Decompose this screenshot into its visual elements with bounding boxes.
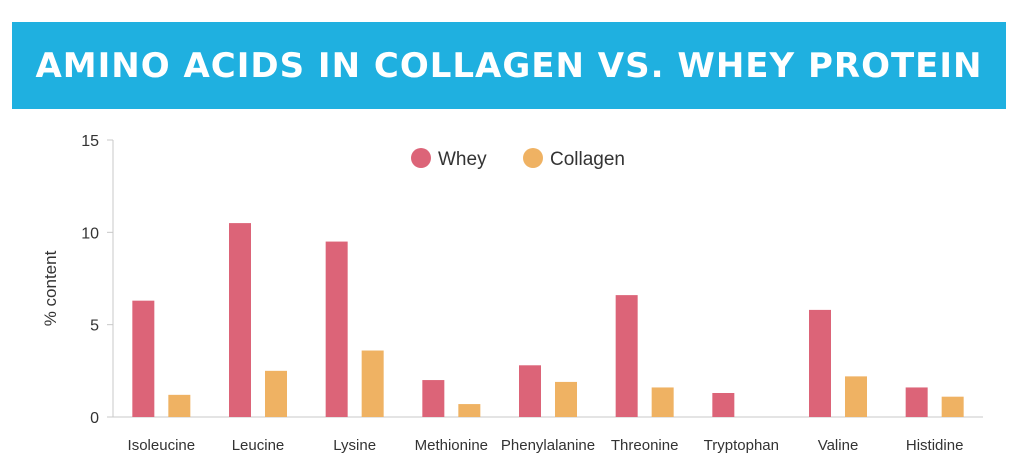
x-tick-label: Methionine (415, 437, 488, 454)
bar-whey-threonine (615, 295, 638, 417)
legend-label-whey: Whey (438, 149, 487, 170)
bar-collagen-valine (845, 376, 867, 417)
y-tick-label: 5 (90, 318, 99, 335)
x-tick-label: Histidine (906, 437, 964, 454)
bar-whey-lysine (325, 241, 348, 417)
bar-whey-tryptophan (712, 392, 735, 417)
x-tick-label: Threonine (611, 437, 679, 454)
x-tick-label: Phenylalanine (501, 437, 595, 454)
bar-collagen-lysine (361, 350, 384, 417)
bar-collagen-isoleucine (168, 394, 191, 417)
bar-whey-histidine (905, 387, 928, 417)
bar-collagen-histidine (941, 396, 964, 417)
y-tick-label: 10 (81, 225, 99, 242)
bar-whey-valine (809, 309, 831, 417)
title-banner: AMINO ACIDS IN COLLAGEN VS. WHEY PROTEIN (12, 22, 1006, 109)
x-tick-label: Lysine (333, 437, 376, 454)
x-tick-label: Isoleucine (128, 437, 196, 454)
y-axis: 0 5 10 15 % content (41, 133, 114, 427)
x-tick-label: Tryptophan (704, 437, 779, 454)
bar-collagen-leucine (265, 370, 287, 417)
bar-collagen-phenylalanine (555, 381, 577, 417)
legend-label-collagen: Collagen (550, 149, 625, 170)
legend-marker-whey (411, 148, 431, 168)
bar-collagen-threonine (651, 387, 674, 417)
bar-whey-phenylalanine (519, 365, 541, 417)
bar-whey-isoleucine (132, 300, 155, 417)
y-tick-label: 0 (90, 410, 99, 427)
x-axis: Isoleucine Leucine Lysine Methionine Phenyla… (113, 416, 983, 454)
bar-whey-leucine (229, 223, 251, 417)
chart-title: AMINO ACIDS IN COLLAGEN VS. WHEY PROTEIN (35, 45, 983, 86)
legend: Whey Collagen (411, 148, 625, 170)
x-tick-label: Leucine (232, 437, 285, 454)
legend-marker-collagen (523, 148, 543, 168)
y-axis-title: % content (41, 250, 60, 326)
bars (132, 223, 964, 417)
x-tick-label: Valine (818, 437, 859, 454)
bar-whey-methionine (422, 380, 445, 417)
bar-collagen-methionine (458, 404, 481, 417)
y-tick-label: 15 (81, 133, 99, 150)
